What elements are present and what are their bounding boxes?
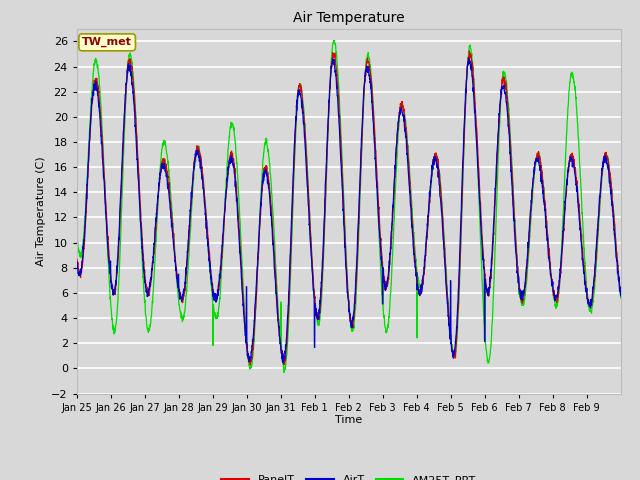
Legend: PanelT, AirT, AM25T_PRT: PanelT, AirT, AM25T_PRT — [216, 470, 481, 480]
X-axis label: Time: Time — [335, 415, 362, 425]
Y-axis label: Air Temperature (C): Air Temperature (C) — [36, 156, 45, 266]
Text: TW_met: TW_met — [82, 37, 132, 48]
Title: Air Temperature: Air Temperature — [293, 11, 404, 25]
